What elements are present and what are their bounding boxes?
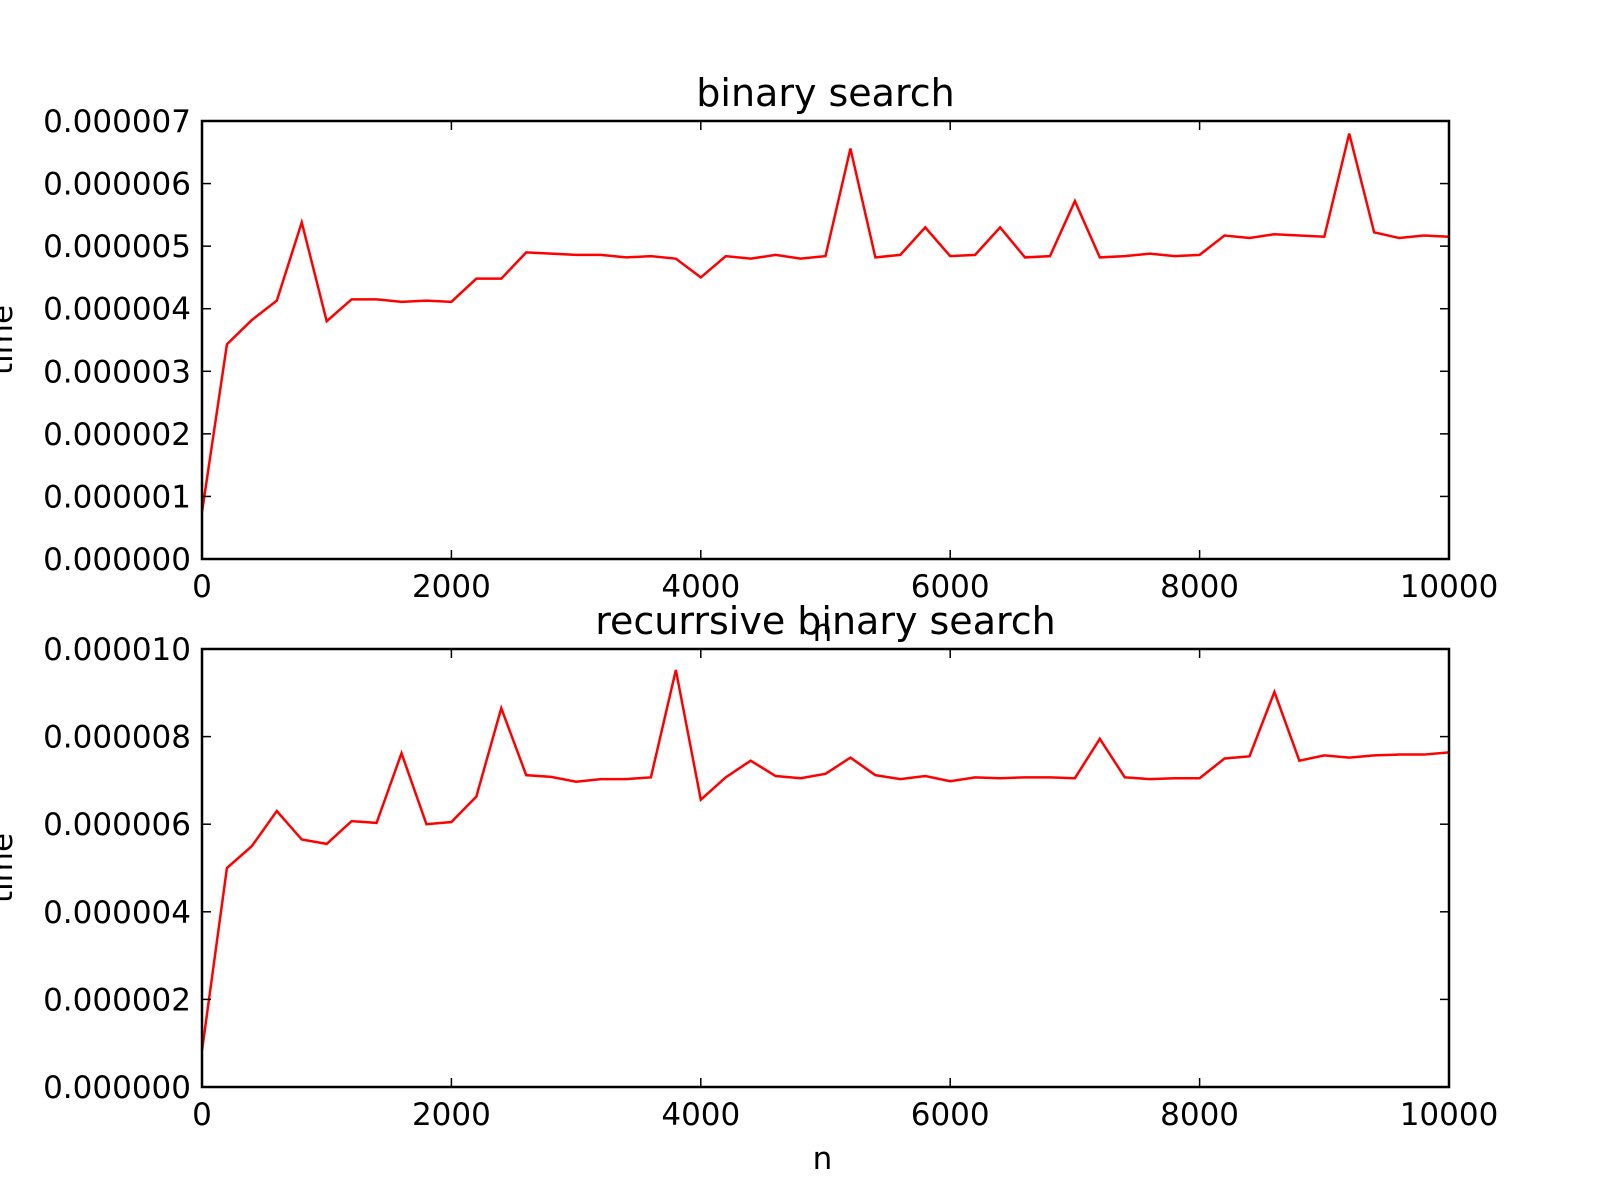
- x-tick-label: 4000: [661, 1097, 740, 1133]
- y-tick-label: 0.000010: [43, 632, 191, 668]
- x-axis-label: n: [813, 1141, 833, 1177]
- y-tick-label: 0.000004: [43, 895, 191, 931]
- y-tick-label: 0.000006: [43, 807, 191, 843]
- x-tick-label: 8000: [1160, 1097, 1239, 1133]
- x-tick-label: 10000: [1400, 569, 1499, 605]
- series-line: [200, 133, 1450, 513]
- y-tick-label: 0.000005: [43, 229, 191, 265]
- chart-title: recurrsive binary search: [595, 599, 1056, 643]
- plot-frame: [200, 119, 1451, 561]
- y-tick-label: 0.000000: [43, 1070, 191, 1106]
- y-tick-label: 0.000006: [43, 167, 191, 203]
- x-tick-label: 6000: [911, 569, 990, 605]
- chart-2: 0 2000 4000 6000 8000 10000 0.000000 0.000002 0.…: [0, 599, 1498, 1177]
- plot-frame: [200, 647, 1451, 1089]
- x-tick-label: 10000: [1400, 1097, 1499, 1133]
- chart-title: binary search: [696, 71, 954, 115]
- y-tick-label: 0.000004: [43, 292, 191, 328]
- x-tick-label: 0: [192, 569, 212, 605]
- x-tick-label: 0: [192, 1097, 212, 1133]
- y-tick-label: 0.000003: [43, 354, 191, 390]
- series-line: [200, 669, 1450, 1051]
- x-tick-label: 6000: [911, 1097, 990, 1133]
- x-axis-label: n: [813, 613, 833, 649]
- x-tick-label: 4000: [661, 569, 740, 605]
- x-tick-label: 2000: [412, 1097, 491, 1133]
- y-axis-label: time: [0, 305, 20, 375]
- y-tick-label: 0.000002: [43, 417, 191, 453]
- chart-1: 0 2000 4000 6000 8000 10000 0.000000 0.000001 0.…: [0, 71, 1498, 649]
- y-tick-label: 0.000008: [43, 720, 191, 756]
- y-tick-label: 0.000000: [43, 542, 191, 578]
- y-tick-label: 0.000007: [43, 104, 191, 140]
- y-tick-label: 0.000002: [43, 982, 191, 1018]
- y-tick-label: 0.000001: [43, 479, 191, 515]
- x-tick-label: 8000: [1160, 569, 1239, 605]
- y-axis-label: time: [0, 833, 20, 903]
- x-tick-label: 2000: [412, 569, 491, 605]
